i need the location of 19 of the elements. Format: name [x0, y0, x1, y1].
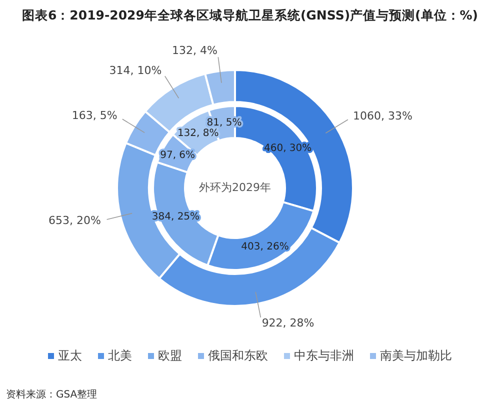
text: 资料来源：GSA整理 [6, 388, 98, 401]
data-label: 163, 5% [72, 108, 118, 122]
legend-label: 亚太 [58, 348, 82, 362]
data-label: 403, 26% [241, 242, 289, 253]
data-label: 314, 10% [109, 64, 162, 78]
data-label: 922, 28% [262, 316, 314, 330]
data-label: 653, 20% [48, 214, 101, 227]
legend-label: 中东与非洲 [294, 348, 354, 362]
chart-title: 图表6：2019-2029年全球各区域导航卫星系统(GNSS)产值与预测(单位：%) [22, 7, 478, 22]
legend-label: 南美与加勒比 [380, 348, 452, 362]
legend-label: 俄国和东欧 [208, 348, 268, 362]
data-label: 1060, 33% [353, 110, 412, 123]
data-label: 97, 6% [160, 150, 196, 162]
data-label: 132, 8% [177, 128, 219, 140]
legend-label: 北美 [108, 348, 132, 362]
data-label: 81, 5% [206, 118, 242, 129]
text: 外环为2029年 [199, 181, 271, 194]
legend-label: 欧盟 [158, 348, 182, 362]
data-label: 132, 4% [172, 44, 218, 58]
